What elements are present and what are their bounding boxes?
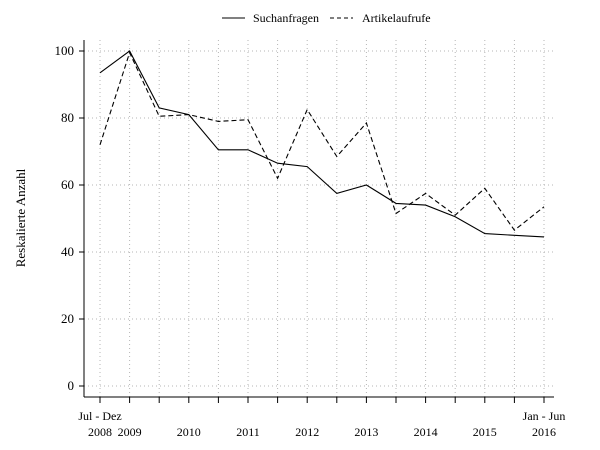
y-axis-title: Reskalierte Anzahl (13, 168, 28, 267)
x-tick-label-year: 2016 (532, 425, 556, 439)
x-tick-label-year: 2011 (236, 425, 260, 439)
y-ticks: 0 20 40 60 80 100 (55, 43, 84, 393)
y-tick-label: 0 (68, 378, 75, 393)
series-line-artikelaufrufe (99, 51, 545, 231)
series (99, 50, 545, 238)
x-tick-label-year: 2013 (354, 425, 378, 439)
x-tick-label-year: 2015 (473, 425, 497, 439)
x-tick-label-period: Jul - Dez (78, 409, 121, 423)
x-tick-label-year: 2012 (295, 425, 319, 439)
legend-label-suchanfragen: Suchanfragen (253, 11, 319, 25)
legend-label-artikelaufrufe: Artikelaufrufe (362, 11, 431, 25)
y-tick-label: 60 (61, 177, 74, 192)
y-tick-label: 20 (61, 311, 74, 326)
axes (83, 40, 554, 398)
x-ticks: Jul - Dez 2008 2009 2010 2011 2012 2013 2014 201… (78, 397, 565, 439)
y-tick-label: 80 (61, 110, 74, 125)
x-tick-label-year: 2010 (177, 425, 201, 439)
x-tick-label-year: 2008 (88, 425, 112, 439)
y-tick-label: 40 (61, 244, 74, 259)
x-tick-label-year: 2009 (118, 425, 142, 439)
legend: Suchanfragen Artikelaufrufe (222, 11, 431, 25)
series-line-suchanfragen (99, 50, 545, 238)
grid (84, 40, 554, 397)
x-tick-label-year: 2014 (414, 425, 438, 439)
y-tick-label: 100 (55, 43, 75, 58)
x-tick-label-period: Jan - Jun (523, 409, 566, 423)
